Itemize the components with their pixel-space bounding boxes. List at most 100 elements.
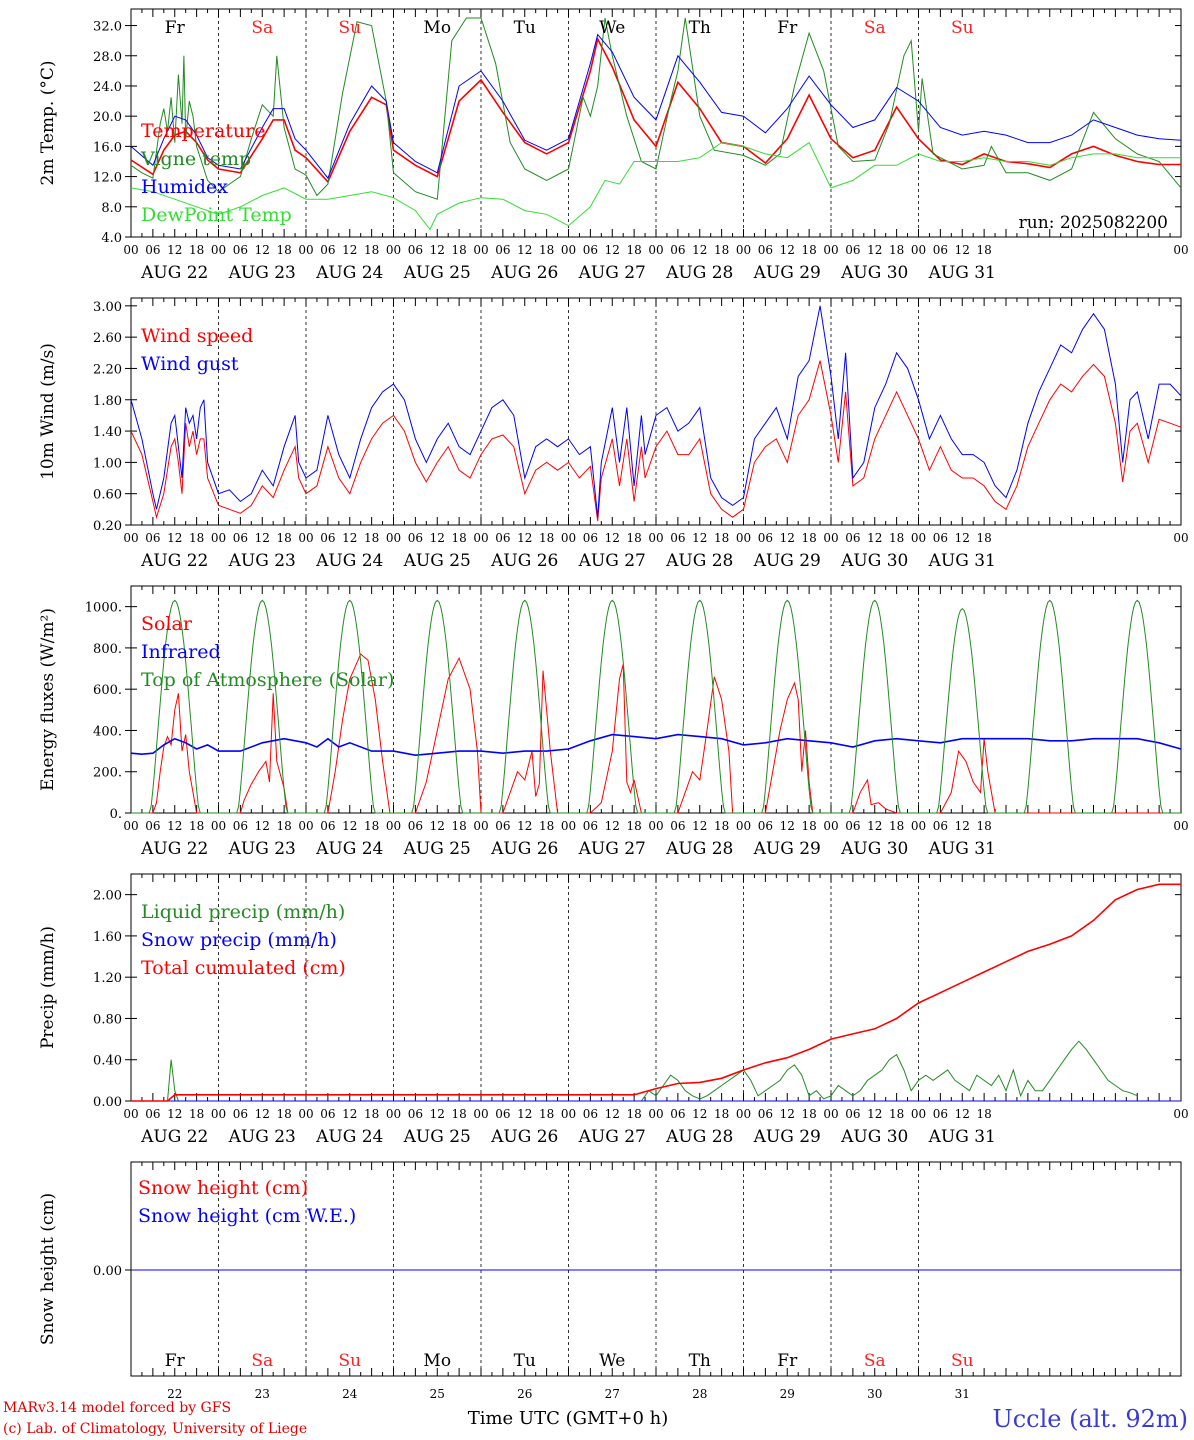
hour-tick-label: 12 xyxy=(692,1107,707,1121)
y-tick-label: 0.00 xyxy=(93,1264,122,1279)
y-tick-label: 1.80 xyxy=(93,394,122,409)
hour-tick-label: 06 xyxy=(933,819,948,833)
day-number-label: 26 xyxy=(517,1387,532,1401)
hour-tick-label: 00 xyxy=(386,819,401,833)
hour-tick-label: 00 xyxy=(211,531,226,545)
weekday-label: Mo xyxy=(423,1351,451,1371)
hour-tick-label: 12 xyxy=(167,1107,182,1121)
date-label: AUG 25 xyxy=(403,839,471,859)
hour-tick-label: 06 xyxy=(233,1107,248,1121)
hour-tick-label: 12 xyxy=(430,1107,445,1121)
hour-tick-label: 00 xyxy=(1173,1107,1188,1121)
panel-precipitation: 0.00 0.40 0.80 1.20 1.60 2.00 Precip (mm/h) 00 0… xyxy=(38,873,1189,1147)
legend-entry: Wind speed xyxy=(141,325,253,347)
hour-tick-label: 18 xyxy=(714,1107,729,1121)
y-tick-label: 400. xyxy=(93,724,122,739)
station-label: Uccle (alt. 92m) xyxy=(992,1405,1188,1433)
hour-tick-label: 18 xyxy=(451,1107,466,1121)
series-line xyxy=(130,141,1181,231)
hour-tick-label: 12 xyxy=(605,1107,620,1121)
weekday-label: Tu xyxy=(514,1351,536,1371)
hour-tick-label: 18 xyxy=(976,531,991,545)
hour-tick-label: 18 xyxy=(889,243,904,257)
footer-model-credit: MARv3.14 model forced by GFS xyxy=(3,1400,231,1416)
hour-tick-label: 00 xyxy=(123,1107,138,1121)
hour-tick-label: 18 xyxy=(976,1107,991,1121)
day-number-label: 25 xyxy=(430,1387,445,1401)
hour-tick-label: 12 xyxy=(605,819,620,833)
date-label: AUG 29 xyxy=(753,1127,821,1147)
weekday-label: Sa xyxy=(251,18,273,38)
hour-tick-label: 18 xyxy=(364,819,379,833)
panel-wind: 0.20 0.60 1.00 1.40 1.80 2.20 2.60 3.00 10m Wind… xyxy=(38,297,1189,571)
hour-tick-label: 06 xyxy=(845,243,860,257)
y-tick-label: 0.60 xyxy=(93,488,122,503)
hour-tick-label: 06 xyxy=(758,819,773,833)
legend-entry: Snow precip (mm/h) xyxy=(141,929,337,951)
hour-tick-label: 00 xyxy=(298,1107,313,1121)
hour-tick-label: 18 xyxy=(189,531,204,545)
y-tick-label: 3.00 xyxy=(93,300,122,315)
hour-tick-label: 18 xyxy=(801,1107,816,1121)
date-label: AUG 23 xyxy=(228,839,296,859)
hour-tick-label: 00 xyxy=(648,531,663,545)
series-line xyxy=(131,883,1181,1102)
hour-tick-label: 12 xyxy=(430,243,445,257)
y-axis-label: Energy fluxes (W/m²) xyxy=(38,608,58,791)
hour-tick-label: 00 xyxy=(648,243,663,257)
legend-entry: Liquid precip (mm/h) xyxy=(141,901,345,923)
date-label: AUG 24 xyxy=(315,839,383,859)
hour-tick-label: 12 xyxy=(167,531,182,545)
day-number-label: 31 xyxy=(955,1387,970,1401)
hour-tick-label: 12 xyxy=(692,531,707,545)
date-label: AUG 22 xyxy=(140,551,208,571)
series-line xyxy=(131,599,1181,814)
y-tick-label: 0.00 xyxy=(93,1095,122,1110)
hour-tick-label: 06 xyxy=(758,243,773,257)
hour-tick-label: 06 xyxy=(845,531,860,545)
date-label: AUG 28 xyxy=(665,551,733,571)
y-tick-label: 2.20 xyxy=(93,362,122,377)
date-label: AUG 29 xyxy=(753,263,821,283)
legend-entry: Snow height (cm) xyxy=(138,1177,308,1199)
hour-tick-label: 00 xyxy=(473,1107,488,1121)
hour-tick-label: 00 xyxy=(473,531,488,545)
hour-tick-label: 06 xyxy=(583,243,598,257)
hour-tick-label: 12 xyxy=(255,243,270,257)
weekday-label: We xyxy=(599,18,625,38)
hour-tick-label: 12 xyxy=(780,819,795,833)
hour-tick-label: 00 xyxy=(648,1107,663,1121)
date-label: AUG 31 xyxy=(928,1127,996,1147)
hour-tick-label: 12 xyxy=(517,819,532,833)
day-number-label: 27 xyxy=(605,1387,620,1401)
hour-tick-label: 12 xyxy=(692,819,707,833)
date-label: AUG 24 xyxy=(315,263,383,283)
hour-tick-label: 18 xyxy=(976,243,991,257)
hour-tick-label: 00 xyxy=(911,819,926,833)
series-line xyxy=(131,1040,1138,1102)
date-label: AUG 31 xyxy=(928,839,996,859)
date-label: AUG 30 xyxy=(840,263,908,283)
hour-tick-label: 00 xyxy=(561,531,576,545)
hour-tick-label: 18 xyxy=(801,243,816,257)
hour-tick-label: 06 xyxy=(583,531,598,545)
date-label: AUG 31 xyxy=(928,551,996,571)
date-label: AUG 30 xyxy=(840,551,908,571)
hour-tick-label: 00 xyxy=(736,531,751,545)
hour-tick-label: 18 xyxy=(539,243,554,257)
hour-tick-label: 06 xyxy=(495,819,510,833)
hour-tick-label: 18 xyxy=(276,819,291,833)
hour-tick-label: 12 xyxy=(517,531,532,545)
hour-tick-label: 12 xyxy=(955,531,970,545)
y-axis-label: 2m Temp. (°C) xyxy=(38,60,58,185)
weekday-label: Th xyxy=(689,1351,711,1371)
date-label: AUG 26 xyxy=(490,551,558,571)
hour-tick-label: 06 xyxy=(145,1107,160,1121)
date-label: AUG 23 xyxy=(228,551,296,571)
hour-tick-label: 12 xyxy=(867,531,882,545)
date-label: AUG 24 xyxy=(315,551,383,571)
date-label: AUG 25 xyxy=(403,263,471,283)
footer-lab-credit: (c) Lab. of Climatology, University of L… xyxy=(3,1421,307,1437)
hour-tick-label: 06 xyxy=(145,531,160,545)
y-tick-label: 24.0 xyxy=(93,80,122,95)
